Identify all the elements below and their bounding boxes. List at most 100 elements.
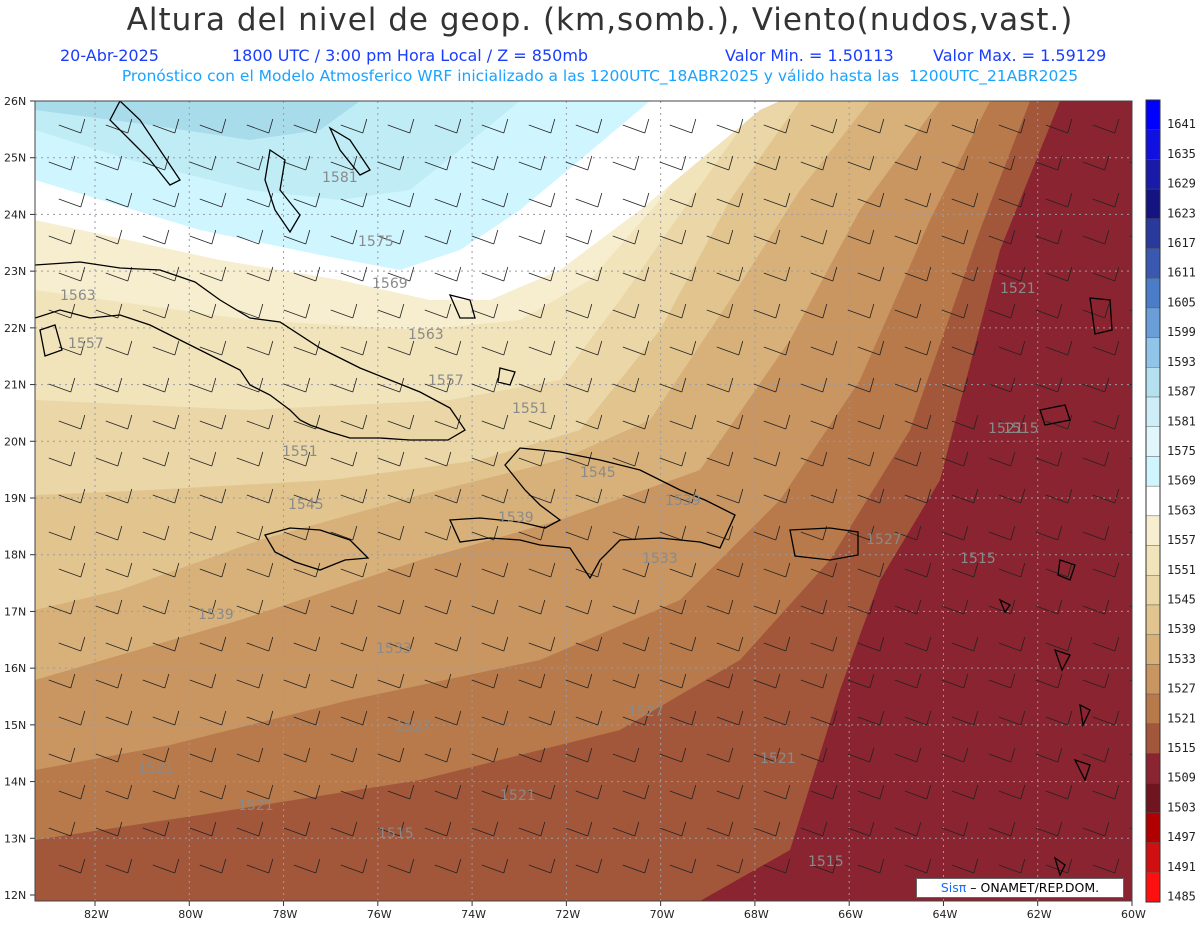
wind-barb xyxy=(706,457,729,467)
wind-barb xyxy=(847,235,870,245)
wind-barb xyxy=(330,161,353,171)
wind-barb-feather xyxy=(822,155,828,171)
wind-barb-feather xyxy=(879,636,885,652)
wind-barb xyxy=(340,642,363,652)
wind-barb-feather xyxy=(550,414,556,430)
wind-barb xyxy=(1035,383,1058,393)
wind-barb-feather xyxy=(1057,525,1063,541)
wind-barb-feather xyxy=(127,414,133,430)
wind-barb xyxy=(951,864,974,874)
wind-barb-feather xyxy=(550,636,556,652)
wind-barb xyxy=(894,235,917,245)
wind-barb-feather xyxy=(268,858,274,874)
wind-barb xyxy=(330,383,353,393)
wind-barb xyxy=(706,531,729,541)
wind-barb xyxy=(95,531,118,541)
wind-barb-feather xyxy=(1010,377,1016,393)
contour-label: 1521 xyxy=(1000,281,1036,297)
wind-barb-feather xyxy=(775,229,781,245)
wind-barb-feather xyxy=(221,414,227,430)
wind-barb-feather xyxy=(399,525,405,541)
wind-barb xyxy=(471,383,494,393)
wind-barb xyxy=(706,161,729,171)
wind-barb-feather xyxy=(352,303,358,319)
colorbar-swatch xyxy=(1145,99,1161,130)
colorbar-label: 1545 xyxy=(1167,592,1196,606)
wind-barb xyxy=(105,864,128,874)
wind-barb xyxy=(763,124,786,134)
wind-barb xyxy=(387,272,410,282)
wind-barb xyxy=(1082,383,1105,393)
wind-barb xyxy=(471,309,494,319)
wind-barb-feather xyxy=(644,784,650,800)
wind-barb-feather xyxy=(634,451,640,467)
wind-barb xyxy=(612,457,635,467)
wind-barb-feather xyxy=(503,414,509,430)
wind-barb-feather xyxy=(503,266,509,282)
wind-barb-feather xyxy=(973,710,979,726)
lat-label: 17N xyxy=(4,605,26,618)
wind-barb-feather xyxy=(1067,340,1073,356)
wind-barb xyxy=(669,346,692,356)
wind-barb-feather xyxy=(1010,229,1016,245)
wind-barb-feather xyxy=(691,636,697,652)
wind-barb-feather xyxy=(446,229,452,245)
wind-barb-feather xyxy=(540,747,546,763)
wind-barb xyxy=(988,827,1011,837)
contour-label: 1527 xyxy=(866,532,902,548)
wind-barb xyxy=(152,494,175,504)
colorbar-swatch xyxy=(1145,604,1161,635)
wind-barb xyxy=(857,716,880,726)
wind-barb-feather xyxy=(587,525,593,541)
wind-barb xyxy=(800,605,823,615)
wind-barb-feather xyxy=(493,229,499,245)
contour-label: 1521 xyxy=(988,421,1024,437)
forecast-time: 1800 UTC / 3:00 pm Hora Local / Z = 850m… xyxy=(232,46,589,65)
wind-barb-feather xyxy=(634,525,640,541)
wind-barb xyxy=(1035,605,1058,615)
wind-barb-feather xyxy=(164,599,170,615)
wind-barb-feather xyxy=(399,451,405,467)
wind-barb-feather xyxy=(409,488,415,504)
wind-barb xyxy=(283,753,306,763)
wind-barb xyxy=(612,605,635,615)
wind-barb xyxy=(857,864,880,874)
wind-barb-feather xyxy=(869,821,875,837)
wind-barb-feather xyxy=(1104,599,1110,615)
wind-barb-feather xyxy=(503,858,509,874)
colorbar-swatch xyxy=(1145,693,1161,724)
wind-barb xyxy=(988,531,1011,541)
wind-barb xyxy=(1092,716,1115,726)
wind-barb-feather xyxy=(80,858,86,874)
wind-barb xyxy=(481,272,504,282)
wind-barb-feather xyxy=(597,636,603,652)
wind-barb xyxy=(199,568,222,578)
wind-barb-feather xyxy=(164,747,170,763)
wind-barb-feather xyxy=(1162,785,1166,799)
wind-barb xyxy=(236,457,259,467)
colorbar-swatch xyxy=(1145,159,1161,190)
wind-barb xyxy=(753,605,776,615)
wind-barb xyxy=(894,753,917,763)
contour-label: 1551 xyxy=(512,401,548,417)
wind-barb-feather xyxy=(117,525,123,541)
wind-barb xyxy=(669,642,692,652)
wind-barb-feather xyxy=(315,488,321,504)
wind-barb-feather xyxy=(550,118,556,134)
wind-barb-feather xyxy=(540,599,546,615)
wind-barb-feather xyxy=(916,673,922,689)
hispaniola-coast xyxy=(449,447,736,580)
colorbar-label: 1611 xyxy=(1167,266,1196,280)
wind-barb-feather xyxy=(258,525,264,541)
wind-barb xyxy=(800,679,823,689)
wind-barb-feather xyxy=(1067,488,1073,504)
wind-barb xyxy=(1092,124,1115,134)
wind-barb xyxy=(716,420,739,430)
wind-barb-feather xyxy=(446,451,452,467)
wind-barb xyxy=(857,494,880,504)
lat-label: 13N xyxy=(4,832,26,845)
wind-barb-feather xyxy=(362,562,368,578)
wind-barb xyxy=(152,198,175,208)
wind-barb xyxy=(434,494,457,504)
wind-barb xyxy=(434,642,457,652)
